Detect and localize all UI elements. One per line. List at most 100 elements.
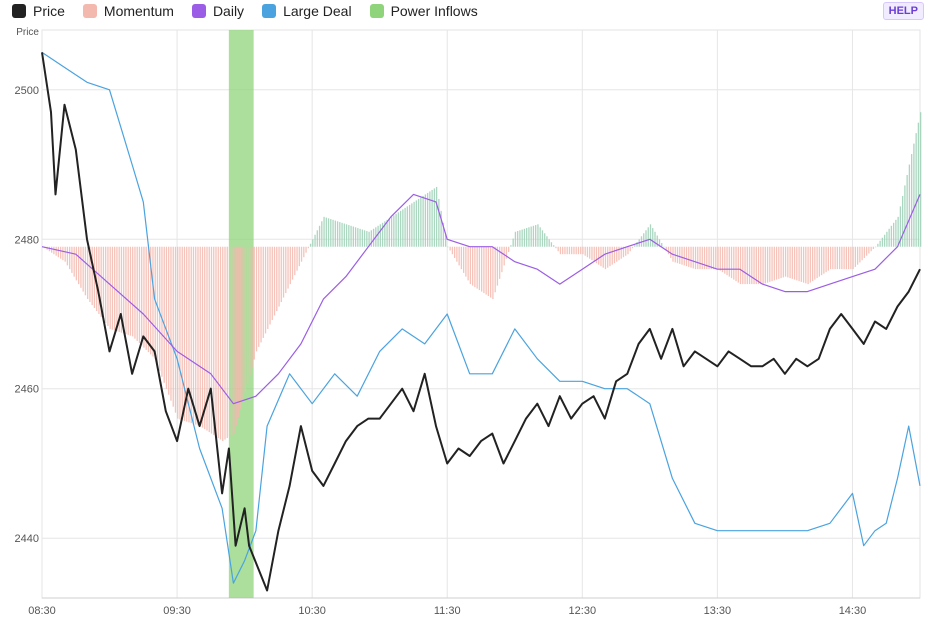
momentum-bar — [433, 188, 436, 247]
momentum-bar — [715, 246, 717, 270]
momentum-bar — [348, 225, 350, 247]
momentum-bar — [53, 246, 55, 255]
momentum-bar — [539, 227, 541, 247]
y-tick-label: 2460 — [15, 384, 39, 396]
momentum-bar — [589, 246, 591, 259]
momentum-bar — [136, 246, 138, 341]
momentum-bar — [298, 246, 300, 267]
momentum-bar — [577, 246, 580, 255]
momentum-bar — [469, 246, 472, 285]
momentum-bar — [435, 186, 438, 247]
legend-item-price[interactable]: Price — [12, 3, 65, 19]
legend-label-price: Price — [33, 3, 65, 19]
momentum-bar — [483, 246, 485, 294]
momentum-bar — [294, 246, 296, 276]
help-button[interactable]: HELP — [882, 2, 924, 20]
momentum-bar — [282, 246, 285, 298]
x-tick-label: 12:30 — [569, 605, 597, 617]
momentum-bar — [667, 246, 670, 255]
momentum-bar — [420, 197, 422, 247]
legend-item-momentum[interactable]: Momentum — [82, 3, 174, 19]
x-tick-label: 09:30 — [163, 605, 191, 617]
momentum-bar — [406, 206, 409, 247]
momentum-bar — [568, 246, 571, 255]
momentum-bar — [915, 133, 917, 247]
momentum-bar — [868, 246, 870, 254]
momentum-bar — [69, 246, 71, 270]
momentum-bar — [89, 246, 91, 303]
momentum-bar — [656, 235, 658, 247]
momentum-bar — [573, 246, 575, 255]
momentum-bar — [564, 246, 566, 255]
momentum-bar — [78, 246, 80, 285]
momentum-bar — [778, 246, 780, 279]
momentum-bar — [296, 246, 298, 271]
momentum-bar — [766, 246, 769, 283]
momentum-bar — [631, 246, 634, 249]
momentum-bar — [737, 246, 739, 283]
momentum-bar — [467, 246, 469, 281]
momentum-bar — [474, 246, 476, 288]
momentum-bar — [721, 246, 724, 273]
momentum-bar — [417, 198, 420, 247]
momentum-bar — [508, 246, 510, 252]
momentum-bar — [224, 246, 226, 440]
momentum-bar — [399, 210, 402, 247]
momentum-bar — [129, 246, 132, 336]
momentum-bar — [861, 246, 863, 261]
momentum-bar — [910, 154, 913, 247]
momentum-bar — [555, 246, 557, 249]
momentum-bar — [123, 246, 125, 334]
momentum-bar — [706, 246, 708, 270]
momentum-bar — [607, 246, 609, 268]
momentum-bar — [602, 246, 604, 268]
momentum-bar — [242, 246, 244, 401]
momentum-bar — [206, 246, 208, 431]
momentum-bar — [159, 246, 161, 371]
momentum-bar — [264, 246, 267, 334]
momentum-bar — [811, 246, 814, 282]
momentum-bar — [444, 234, 447, 247]
legend-item-power-inflows[interactable]: Power Inflows — [369, 3, 478, 19]
momentum-bar — [575, 246, 577, 255]
momentum-bar — [634, 245, 636, 247]
momentum-bar — [478, 246, 481, 291]
y-tick-label: 2500 — [15, 85, 39, 97]
legend-item-daily[interactable]: Daily — [191, 3, 244, 19]
momentum-bar — [796, 246, 798, 281]
momentum-bar — [859, 246, 861, 263]
momentum-bar — [697, 246, 699, 270]
momentum-bar — [735, 246, 737, 282]
momentum-bar — [145, 246, 147, 350]
momentum-bar — [856, 246, 859, 265]
momentum-bar — [730, 246, 733, 279]
momentum-bar — [359, 228, 361, 247]
momentum-bar — [895, 219, 897, 247]
momentum-bar — [312, 239, 314, 247]
momentum-bar — [490, 246, 492, 298]
momentum-bar — [571, 246, 573, 255]
momentum-bar — [920, 112, 922, 247]
momentum-bar — [163, 246, 165, 383]
momentum-bar — [278, 246, 280, 307]
momentum-bar — [204, 246, 206, 430]
momentum-bar — [559, 246, 562, 255]
y-tick-label: 2480 — [15, 234, 39, 246]
momentum-bar — [386, 219, 388, 247]
momentum-bar — [850, 246, 852, 270]
momentum-bar — [91, 246, 93, 306]
momentum-bar — [426, 192, 429, 247]
momentum-bar — [62, 246, 64, 261]
momentum-bar — [343, 223, 345, 247]
legend-item-large-deal[interactable]: Large Deal — [262, 3, 352, 19]
momentum-bar — [647, 227, 649, 247]
momentum-bar — [541, 230, 544, 247]
momentum-bar — [57, 246, 60, 258]
momentum-bar — [834, 246, 836, 270]
momentum-bar — [260, 246, 262, 343]
momentum-bar — [388, 218, 390, 247]
x-tick-label: 13:30 — [704, 605, 732, 617]
legend-label-large-deal: Large Deal — [283, 3, 352, 19]
momentum-bar — [829, 246, 832, 270]
momentum-bar — [528, 227, 530, 247]
